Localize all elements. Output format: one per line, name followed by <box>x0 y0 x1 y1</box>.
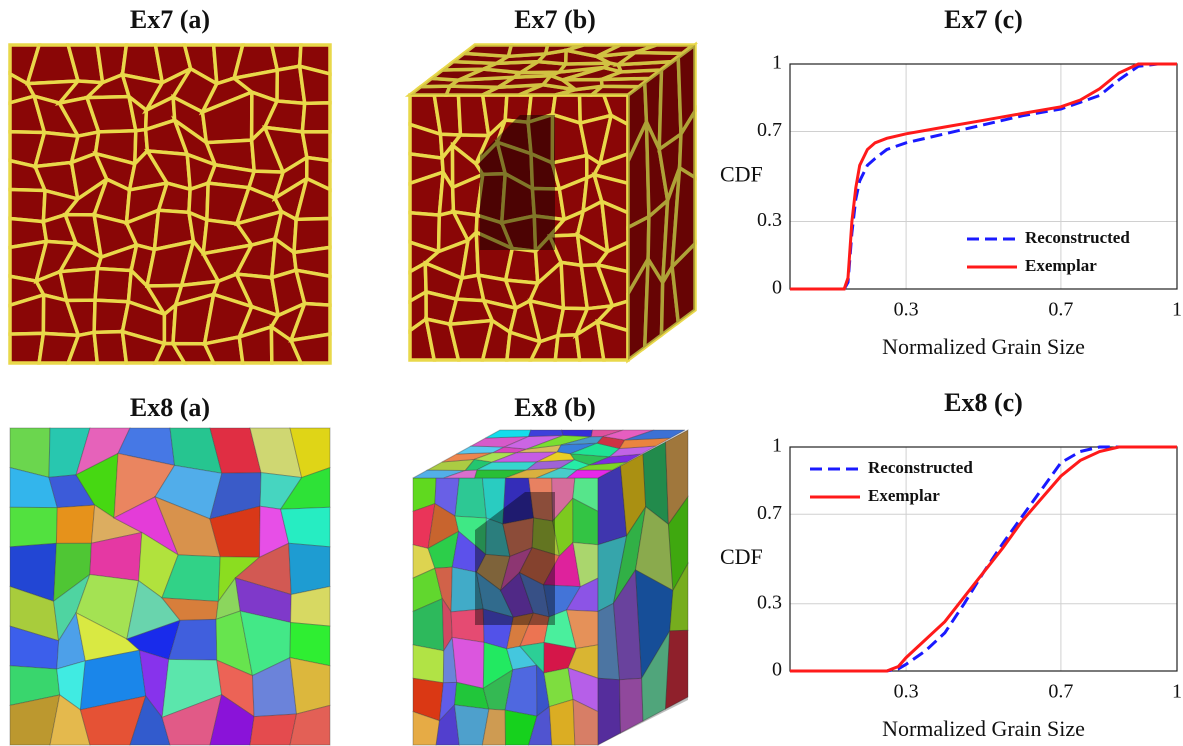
y-tick-label: 0.7 <box>757 502 782 524</box>
x-tick-label: 0.7 <box>1048 681 1073 703</box>
series-line <box>790 447 1177 671</box>
y-tick-label: 0 <box>772 277 782 299</box>
x-tick-label: 0.7 <box>1048 299 1073 321</box>
grain <box>290 658 330 714</box>
panel-title: Ex8 (a) <box>130 393 210 422</box>
y-axis-label: CDF <box>720 162 763 187</box>
chart-title: Ex7 (c) <box>944 5 1023 34</box>
x-tick-label: 0.3 <box>894 681 919 703</box>
grain <box>56 505 94 543</box>
face-shade <box>628 45 695 360</box>
grain-map <box>10 428 330 745</box>
chart-title: Ex8 (c) <box>944 388 1023 417</box>
plot-frame <box>790 447 1177 671</box>
plot-frame <box>790 64 1177 289</box>
micrograph-2d <box>10 428 330 745</box>
figure: Ex7 (a) Ex7 (b) Ex8 (a) Ex8 (b) Ex7 (c) 0… <box>0 0 1183 746</box>
panel-title: Ex8 (b) <box>514 393 596 422</box>
x-tick-label: 1 <box>1172 299 1182 321</box>
grain <box>10 507 57 547</box>
y-tick-label: 0.7 <box>757 119 782 141</box>
micrograph-2d <box>10 45 330 363</box>
face-shade <box>598 430 688 745</box>
grain <box>549 699 575 745</box>
grain <box>506 248 538 283</box>
legend-label: Exemplar <box>868 486 940 505</box>
y-tick-label: 1 <box>772 52 782 74</box>
micrograph-3d <box>410 45 695 360</box>
series-line <box>790 64 1177 289</box>
grain <box>413 645 444 683</box>
grain <box>455 478 486 518</box>
grain <box>60 269 98 301</box>
grain <box>281 507 330 547</box>
grain <box>434 95 460 135</box>
x-tick-label: 0.3 <box>894 299 919 321</box>
legend-label: Exemplar <box>1025 256 1097 275</box>
legend-label: Reconstructed <box>868 458 973 477</box>
x-axis-label: Normalized Grain Size <box>882 716 1085 741</box>
grain <box>10 190 45 222</box>
grain <box>302 103 330 132</box>
micrograph-3d <box>413 430 688 745</box>
y-tick-label: 0.3 <box>757 591 782 613</box>
panel-title: Ex7 (b) <box>514 5 596 34</box>
y-axis-label: CDF <box>720 544 763 569</box>
grain <box>452 637 484 688</box>
series-line <box>790 64 1177 289</box>
grain-map <box>10 45 330 363</box>
grain <box>95 269 131 302</box>
y-tick-label: 0.3 <box>757 209 782 231</box>
panel-title: Ex7 (a) <box>130 5 210 34</box>
series-line <box>790 447 1177 671</box>
x-axis-label: Normalized Grain Size <box>882 334 1085 359</box>
legend-label: Reconstructed <box>1025 228 1130 247</box>
grain <box>300 66 330 103</box>
y-tick-label: 1 <box>772 435 782 457</box>
grain <box>250 714 297 745</box>
x-tick-label: 1 <box>1172 681 1182 703</box>
grain <box>289 543 330 594</box>
y-tick-label: 0 <box>772 659 782 681</box>
